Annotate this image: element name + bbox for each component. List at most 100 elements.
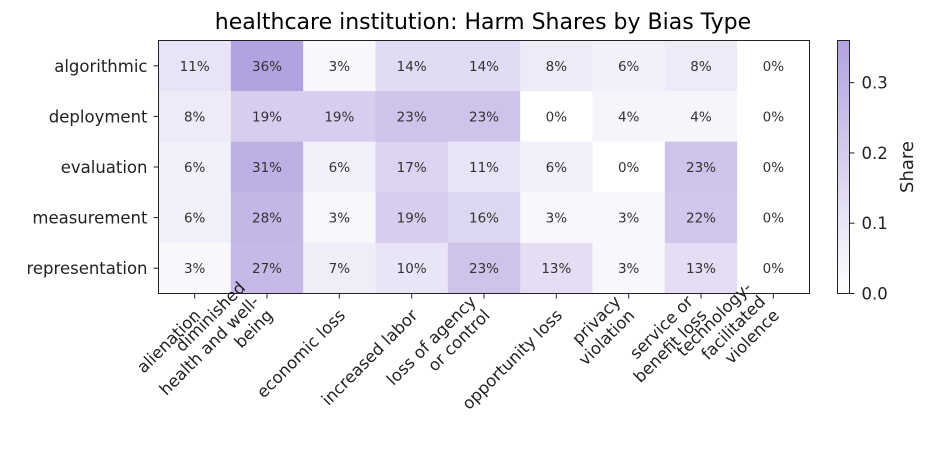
cell-label: 3% <box>184 261 206 277</box>
colorbar-tick-label: 0.3 <box>862 74 888 93</box>
heatmap-cell <box>592 242 666 294</box>
cell-label: 23% <box>469 261 499 277</box>
cell-label: 0% <box>546 109 568 125</box>
cell-label: 13% <box>541 261 571 277</box>
heatmap-cell <box>664 141 738 193</box>
heatmap-cell <box>447 141 521 193</box>
cell-label: 3% <box>329 211 351 227</box>
heatmap-cell <box>447 192 521 244</box>
cell-label: 19% <box>397 211 427 227</box>
cell-label: 11% <box>469 160 499 176</box>
heatmap-cell <box>447 242 521 294</box>
cell-label: 11% <box>180 59 210 75</box>
cell-label: 4% <box>618 109 640 125</box>
heatmap-cell <box>520 40 593 92</box>
cell-label: 8% <box>546 59 568 75</box>
heatmap-cell <box>520 192 593 244</box>
y-tick-label: algorithmic <box>54 57 147 76</box>
cell-label: 14% <box>469 59 499 75</box>
y-tick-label: representation <box>26 259 147 278</box>
heatmap-cell <box>520 242 593 294</box>
heatmap-cell <box>230 141 304 193</box>
cell-label: 3% <box>618 211 640 227</box>
heatmap-cell <box>375 242 449 294</box>
heatmap-cell <box>592 141 666 193</box>
cell-label: 7% <box>329 261 351 277</box>
heatmap-cell <box>737 91 810 143</box>
heatmap-cell <box>592 40 666 92</box>
heatmap-cell <box>664 192 738 244</box>
cell-label: 0% <box>618 160 640 176</box>
heatmap-cell <box>230 192 304 244</box>
heatmap-cell <box>664 40 738 92</box>
heatmap-cell <box>303 40 376 92</box>
cell-label: 6% <box>184 211 206 227</box>
cell-label: 3% <box>329 59 351 75</box>
cell-label: 6% <box>184 160 206 176</box>
cell-label: 10% <box>397 261 427 277</box>
heatmap-cell <box>375 91 449 143</box>
cell-label: 0% <box>763 109 785 125</box>
heatmap-cell <box>375 141 449 193</box>
cell-label: 3% <box>618 261 640 277</box>
cell-label: 16% <box>469 211 499 227</box>
cell-label: 13% <box>686 261 716 277</box>
y-axis-ticks: algorithmic deployment evaluation measureme… <box>26 57 159 278</box>
chart-title: healthcare institution: Harm Shares by B… <box>215 10 751 35</box>
cell-label: 3% <box>546 211 568 227</box>
heatmap-cell <box>737 192 810 244</box>
cell-label: 0% <box>763 59 785 75</box>
heatmap-cell <box>447 40 521 92</box>
heatmap-cell <box>158 192 232 244</box>
cell-label: 6% <box>546 160 568 176</box>
colorbar <box>837 40 850 294</box>
heatmap-cell <box>375 40 449 92</box>
heatmap-cell <box>737 242 810 294</box>
heatmap-cell <box>664 91 738 143</box>
cell-label: 8% <box>184 109 206 125</box>
cell-label: 14% <box>397 59 427 75</box>
cell-label: 22% <box>686 211 716 227</box>
cell-label: 28% <box>252 211 282 227</box>
y-tick-label: evaluation <box>61 158 148 177</box>
cell-label: 19% <box>252 109 282 125</box>
heatmap-cell <box>303 91 376 143</box>
heatmap-cell <box>303 192 376 244</box>
colorbar-tick-label: 0.0 <box>862 285 888 304</box>
cell-label: 17% <box>397 160 427 176</box>
colorbar-label: Share <box>897 141 918 193</box>
heatmap-cell <box>303 141 376 193</box>
cell-label: 36% <box>252 59 282 75</box>
cell-label: 27% <box>252 261 282 277</box>
colorbar-tick-label: 0.1 <box>862 214 888 233</box>
heatmap-cell <box>158 40 232 92</box>
cell-label: 0% <box>763 160 785 176</box>
heatmap-cell <box>158 242 232 294</box>
heatmap-cell <box>158 91 232 143</box>
cell-label: 23% <box>469 109 499 125</box>
cell-label: 19% <box>324 109 354 125</box>
heatmap-cell <box>303 242 376 294</box>
heatmap-cells <box>158 40 810 294</box>
heatmap-cell <box>664 242 738 294</box>
cell-label: 6% <box>329 160 351 176</box>
heatmap-cell <box>737 141 810 193</box>
y-tick-label: measurement <box>32 209 148 228</box>
cell-label: 31% <box>252 160 282 176</box>
heatmap-cell <box>230 91 304 143</box>
cell-label: 4% <box>690 109 712 125</box>
cell-label: 23% <box>397 109 427 125</box>
heatmap-cell <box>230 242 304 294</box>
heatmap-cell <box>520 91 593 143</box>
colorbar-tick-label: 0.2 <box>862 144 888 163</box>
heatmap-cell <box>158 141 232 193</box>
cell-label: 23% <box>686 160 716 176</box>
y-tick-label: deployment <box>49 107 148 126</box>
cell-label: 0% <box>763 261 785 277</box>
heatmap-cell <box>737 40 810 92</box>
cell-label: 6% <box>618 59 640 75</box>
cell-label: 0% <box>763 211 785 227</box>
